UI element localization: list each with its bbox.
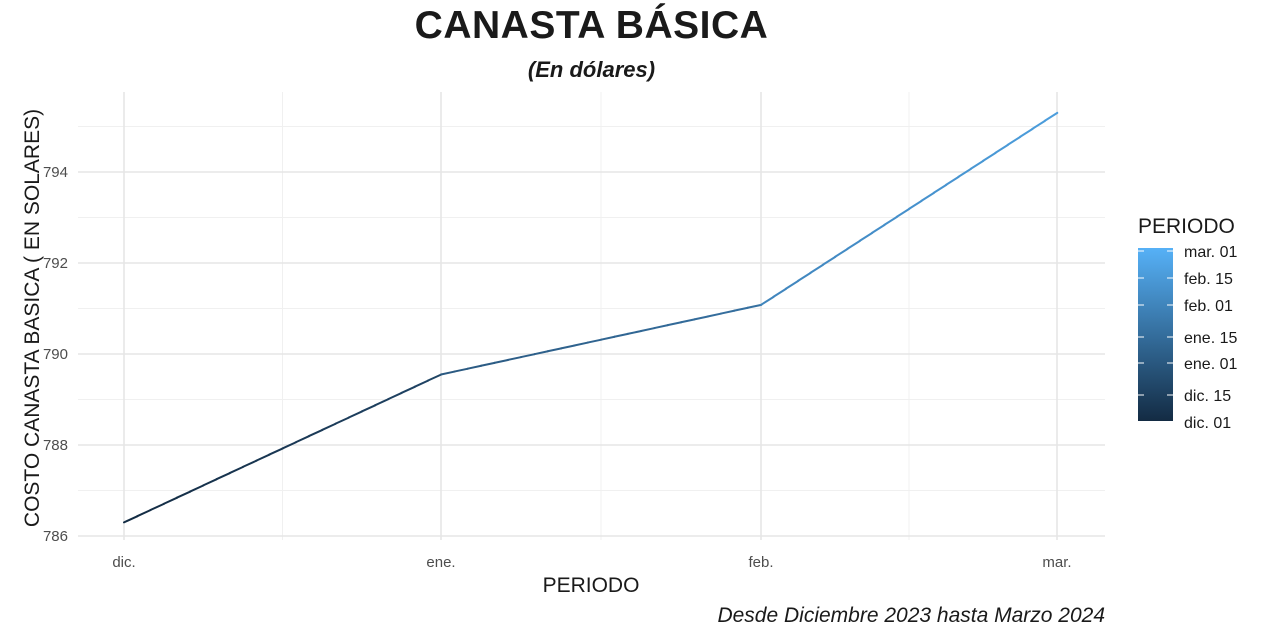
series-line-segment (666, 321, 683, 327)
x-tick-label: feb. (748, 554, 773, 571)
series-line-segment (858, 231, 874, 242)
legend-label: mar. 01 (1184, 244, 1237, 261)
y-tick-label: 786 (43, 528, 68, 545)
y-tick-label: 794 (43, 164, 68, 181)
series-line-segment (560, 344, 576, 350)
series-line-segment (932, 183, 948, 194)
series-line-segment (334, 416, 350, 425)
series-line-segment (440, 370, 456, 376)
series-line-segment (821, 255, 837, 266)
series-line-segment (680, 318, 696, 324)
x-axis-label: PERIODO (542, 574, 640, 597)
legend-label: dic. 15 (1184, 388, 1231, 405)
series-line-segment (215, 472, 231, 481)
series-line-segment (640, 327, 656, 332)
chart-caption: Desde Diciembre 2023 hasta Marzo 2024 (717, 604, 1105, 627)
series-line-segment (149, 502, 165, 512)
series-line-segment (294, 435, 311, 444)
series-line-segment (506, 356, 523, 361)
series-line-segment (600, 335, 616, 341)
x-tick-label: ene. (426, 554, 455, 571)
chart-subtitle: (En dólares) (527, 57, 656, 82)
series-line-segment (307, 428, 324, 438)
legend-label: feb. 01 (1184, 298, 1233, 315)
series-line-segment (533, 350, 549, 356)
series-line-segment (520, 353, 536, 359)
series-line-segment (241, 459, 258, 468)
y-tick-label: 790 (43, 346, 68, 363)
series-line-segment (480, 361, 496, 367)
series-line-segment (268, 447, 284, 456)
series-line-segment (321, 422, 337, 431)
series-line-segment (493, 358, 509, 364)
series-line-segment (202, 478, 218, 487)
series-line-segment (653, 324, 669, 330)
series-line-segment (846, 239, 861, 250)
series-line-segment (733, 306, 749, 312)
legend-label: dic. 01 (1184, 415, 1231, 432)
series-line-segment (994, 143, 1009, 154)
series-line-segment (957, 167, 972, 178)
legend-title: PERIODO (1138, 215, 1235, 238)
series-line-segment (706, 312, 723, 318)
series-line-segment (626, 329, 643, 335)
legend-label: ene. 15 (1184, 330, 1237, 347)
series-line-segment (834, 247, 849, 258)
series-line-segment (1043, 111, 1059, 122)
series-line-segment (746, 303, 763, 309)
series-line-segment (982, 151, 997, 162)
series-line-segment (586, 338, 603, 344)
series-line-segment (871, 223, 886, 234)
series-line-segment (772, 287, 787, 298)
series-line-segment (895, 207, 911, 218)
series-line-segment (945, 175, 960, 186)
series-line-segment (1006, 135, 1022, 146)
series-line-segment (373, 398, 390, 407)
series-line-segment (466, 364, 483, 370)
series-line-segment (189, 484, 205, 493)
y-tick-label: 788 (43, 437, 68, 454)
series-line-segment (400, 385, 416, 394)
legend-label: feb. 15 (1184, 271, 1233, 288)
series-line-segment (1019, 127, 1034, 138)
series-line-segment (228, 465, 245, 475)
series-line-segment (123, 515, 139, 524)
series-line-segment (1031, 119, 1046, 130)
series-line-segment (175, 490, 192, 499)
chart-title: CANASTA BÁSICA (414, 4, 769, 47)
series-line-segment (426, 373, 443, 382)
series-line-segment (720, 309, 736, 315)
legend-label: ene. 01 (1184, 356, 1237, 373)
x-tick-label: mar. (1042, 554, 1071, 571)
series-line-segment (387, 391, 403, 401)
series-line-segment (908, 199, 923, 210)
series-line-segment (453, 367, 469, 373)
series-line-segment (136, 509, 152, 518)
legend-colorbar (1138, 248, 1173, 421)
series-line-segment (693, 315, 709, 321)
series-line-segment (546, 347, 563, 353)
series-line-segment (255, 453, 271, 462)
series-line-segment (413, 379, 430, 388)
series-line-segment (883, 215, 898, 226)
series-line-segment (760, 295, 775, 306)
series-line-segment (809, 263, 824, 274)
series-line-segment (969, 159, 985, 170)
series-line-segment (360, 404, 377, 413)
series-line-segment (281, 441, 298, 450)
series-line-segment (784, 279, 800, 290)
series-line-segment (573, 341, 589, 347)
series-line-segment (347, 410, 364, 419)
series-line-segment (162, 496, 179, 505)
x-tick-label: dic. (112, 554, 135, 571)
series-line-segment (920, 191, 935, 202)
series-line-segment (613, 332, 629, 338)
series-line-segment (797, 271, 812, 282)
y-tick-label: 792 (43, 255, 68, 272)
